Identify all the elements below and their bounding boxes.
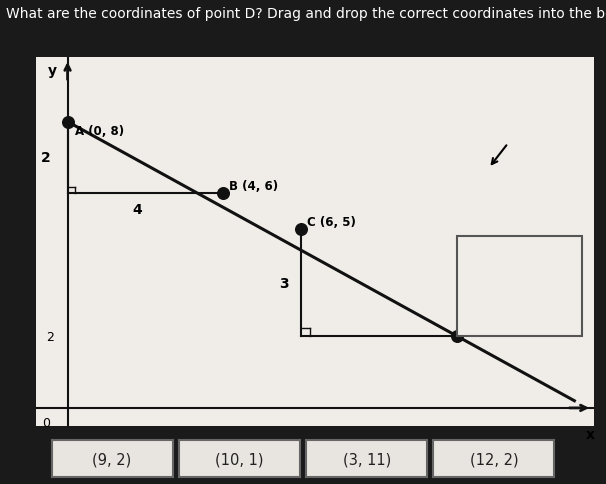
Point <box>62 119 72 126</box>
Text: 4: 4 <box>133 203 142 217</box>
Text: (3, 11): (3, 11) <box>342 451 391 466</box>
Text: C (6, 5): C (6, 5) <box>307 215 356 228</box>
Point <box>453 333 462 341</box>
Text: 2: 2 <box>46 330 54 343</box>
Bar <box>458 237 582 337</box>
Text: y: y <box>48 63 57 77</box>
Text: (9, 2): (9, 2) <box>93 451 132 466</box>
Text: A (0, 8): A (0, 8) <box>75 125 124 138</box>
Point <box>296 226 306 233</box>
Text: 3: 3 <box>279 276 288 290</box>
Point <box>219 190 228 197</box>
Text: x: x <box>585 426 594 440</box>
Text: (10, 1): (10, 1) <box>215 451 264 466</box>
Text: B (4, 6): B (4, 6) <box>229 180 279 193</box>
Text: 2: 2 <box>41 151 51 165</box>
Text: What are the coordinates of point D? Drag and drop the correct coordinates into : What are the coordinates of point D? Dra… <box>6 7 606 21</box>
Text: (12, 2): (12, 2) <box>470 451 518 466</box>
Text: D: D <box>462 322 472 335</box>
Text: 0: 0 <box>42 416 50 429</box>
